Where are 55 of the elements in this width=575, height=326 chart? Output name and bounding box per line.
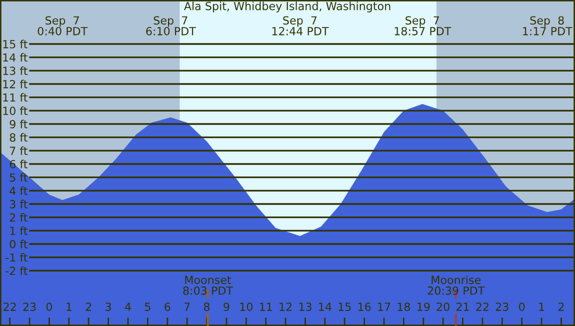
x-tick-label: 15 xyxy=(338,302,351,311)
x-tick-label: 9 xyxy=(224,302,230,311)
x-tick-label: 2 xyxy=(558,302,564,311)
ref-line-label: Moonrise 20:39 PDT xyxy=(428,275,485,295)
y-tick-label: 15 ft xyxy=(3,40,28,48)
x-tick-label: 4 xyxy=(125,302,131,311)
y-tick-label: -2 ft xyxy=(6,266,28,275)
y-tick-label: 3 ft xyxy=(10,200,28,208)
y-tick-label: 12 ft xyxy=(3,80,28,88)
y-tick-label: 14 ft xyxy=(3,53,28,62)
y-tick-label: 1 ft xyxy=(10,226,28,235)
x-tick-label: 11 xyxy=(260,302,272,311)
x-tick-label: 8 xyxy=(204,302,210,311)
x-tick-label: 0 xyxy=(519,302,525,311)
x-tick-label: 23 xyxy=(23,302,36,311)
y-tick-label: -1 ft xyxy=(6,253,28,262)
x-tick-label: 13 xyxy=(299,302,312,311)
x-tick-label: 1 xyxy=(66,302,72,311)
x-tick-label: 2 xyxy=(86,302,92,311)
x-tick-label: 23 xyxy=(496,302,508,311)
y-tick-label: 6 ft xyxy=(10,160,28,168)
x-tick-label: 5 xyxy=(145,302,150,311)
y-tick-label: 0 ft xyxy=(10,240,28,248)
x2-tick-label: Sep 7 0:40 PDT xyxy=(38,16,88,36)
x-tick-label: 18 xyxy=(398,302,410,311)
x2-tick-label: Sep 7 6:10 PDT xyxy=(146,16,196,36)
x2-tick-label: Sep 8 1:17 PDT xyxy=(523,16,572,36)
x2-tick-label: Sep 7 18:57 PDT xyxy=(394,16,452,36)
x-tick-label: 7 xyxy=(184,302,190,311)
y-tick-label: 5 ft xyxy=(10,173,28,182)
x-tick-label: 22 xyxy=(4,302,16,311)
y-tick-label: 7 ft xyxy=(10,146,28,155)
x-tick-label: 6 xyxy=(164,302,170,311)
x-tick-label: 19 xyxy=(418,302,430,311)
y-tick-label: 4 ft xyxy=(10,186,28,195)
x-tick-label: 22 xyxy=(476,302,488,311)
x-tick-label: 16 xyxy=(358,302,371,311)
y-tick-label: 11 ft xyxy=(3,93,28,102)
x-tick-label: 12 xyxy=(280,302,292,311)
ref-line-label: Moonset 8:03 PDT xyxy=(183,276,234,295)
x-tick-label: 1 xyxy=(539,302,544,311)
x-tick-label: 3 xyxy=(106,302,111,311)
y-tick-label: 9 ft xyxy=(10,120,28,128)
y-tick-label: 10 ft xyxy=(3,106,28,116)
y-tick-label: 2 ft xyxy=(10,213,28,222)
x-tick-label: 14 xyxy=(319,302,332,311)
y-tick-label: 13 ft xyxy=(3,66,28,76)
x2-tick-label: Sep 7 12:44 PDT xyxy=(272,16,329,36)
x-tick-label: 17 xyxy=(378,302,390,311)
y-tick-label: 8 ft xyxy=(10,133,28,142)
x-tick-label: 0 xyxy=(46,302,52,311)
chart-title: Ala Spit, Whidbey Island, Washington xyxy=(184,2,390,12)
x-tick-label: 10 xyxy=(240,302,252,311)
x-tick-label: 20 xyxy=(436,302,450,311)
x-tick-label: 21 xyxy=(456,302,469,311)
